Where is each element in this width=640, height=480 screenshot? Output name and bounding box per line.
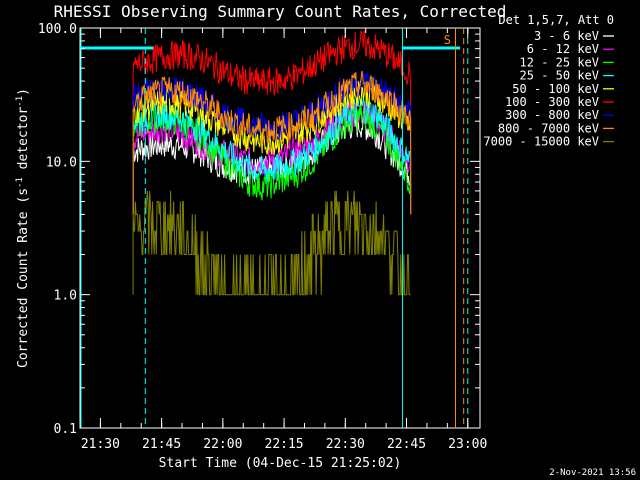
series-line [132, 190, 411, 296]
x-tick-label: 22:15 [265, 437, 304, 452]
plot-frame [79, 27, 481, 429]
legend-label: 300 - 800 keV [505, 108, 599, 122]
legend-label: 6 - 12 keV [527, 42, 599, 56]
series-line [132, 95, 412, 215]
x-tick-label: 23:00 [448, 437, 487, 452]
legend-label: 800 - 7000 keV [498, 121, 599, 135]
x-axis-label: Start Time (04-Dec-15 21:25:02) [159, 456, 402, 471]
chart-title: RHESSI Observing Summary Count Rates, Co… [54, 2, 507, 21]
footer-timestamp: 2-Nov-2021 13:56 [549, 468, 636, 478]
legend-title: Det 1,5,7, Att 0 [498, 13, 614, 27]
x-tick-label: 21:45 [142, 437, 181, 452]
x-tick-label: 22:45 [387, 437, 426, 452]
x-tick-label: 21:30 [81, 437, 120, 452]
legend-label: 25 - 50 keV [520, 69, 599, 83]
x-tick-label: 22:30 [326, 437, 365, 452]
y-tick-label: 100.0 [38, 22, 77, 37]
series-line [132, 29, 412, 215]
plot-content: S [80, 28, 469, 428]
series-line [132, 70, 412, 215]
y-tick-label: 10.0 [46, 155, 77, 170]
legend-label: 50 - 100 keV [512, 82, 599, 96]
legend-label: 7000 - 15000 keV [483, 135, 599, 149]
legend-label: 12 - 25 keV [520, 55, 599, 69]
y-tick-label: 0.1 [54, 422, 77, 437]
marker-s-label: S [444, 33, 451, 47]
y-axis: 100.0 10.0 1.0 0.1 [38, 22, 480, 437]
x-axis: 21:30 21:45 22:00 22:15 22:30 22:45 23:00 [79, 28, 487, 452]
legend-label: 100 - 300 keV [505, 95, 599, 109]
series-line [132, 100, 412, 215]
y-tick-label: 1.0 [54, 289, 77, 304]
x-tick-label: 22:00 [203, 437, 242, 452]
legend-label: 3 - 6 keV [534, 29, 599, 43]
y-axis-label: Corrected Count Rate (s-1 detector-1) [15, 88, 31, 368]
